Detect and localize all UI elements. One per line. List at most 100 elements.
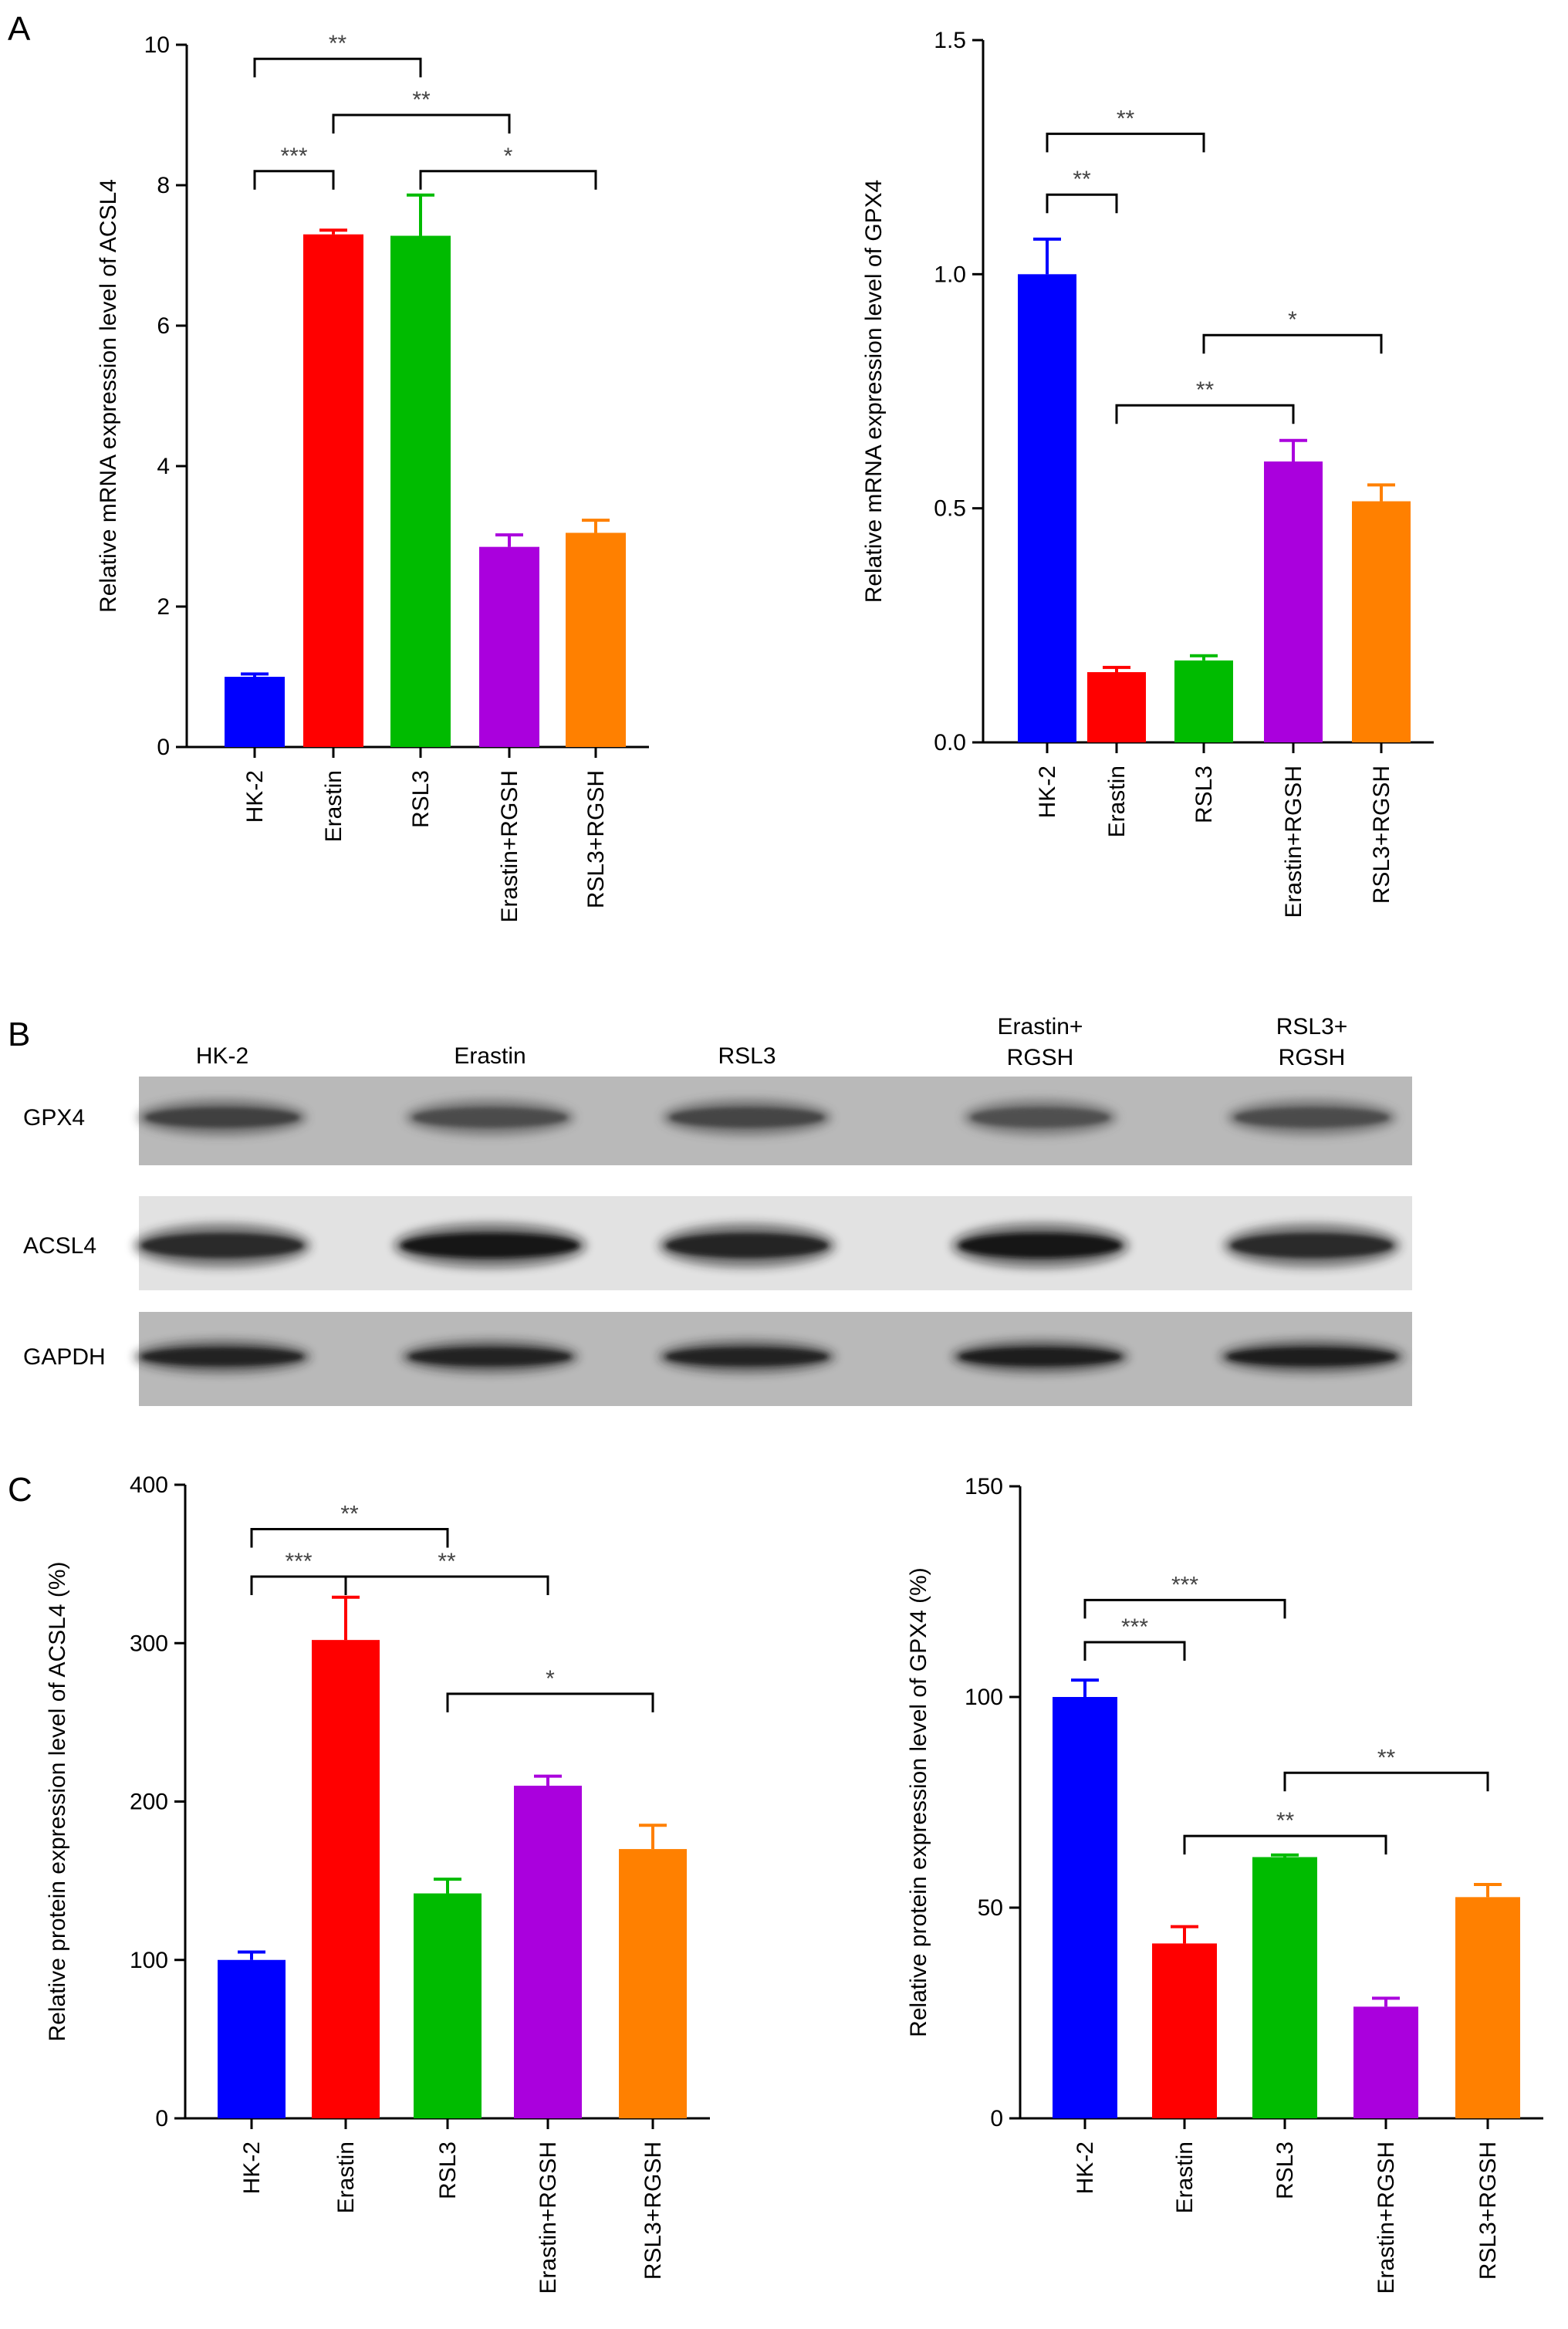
bar-erastin-rgsh <box>479 546 539 747</box>
y-axis-label: Relative mRNA expression level of GPX4 <box>861 180 887 603</box>
significance-label: ** <box>1196 377 1215 403</box>
blot-lane-label: RGSH <box>1007 1045 1074 1070</box>
significance-label: ** <box>329 31 347 56</box>
x-tick-label: RSL3+RGSH <box>583 770 609 908</box>
y-tick-label: 200 <box>130 1790 168 1815</box>
x-tick-label: RSL3+RGSH <box>1475 2141 1501 2280</box>
bar-erastin <box>312 1640 380 2118</box>
blot-band <box>666 1347 828 1366</box>
blot-band <box>971 1107 1110 1127</box>
significance-bracket <box>253 170 335 190</box>
blot-band <box>959 1347 1121 1366</box>
significance-label: *** <box>1121 1614 1148 1640</box>
significance-label: * <box>546 1666 555 1692</box>
blot-lane-label: Erastin+ <box>998 1014 1083 1039</box>
bar-rsl3-rgsh <box>1352 501 1411 742</box>
blot-lane-label: HK-2 <box>196 1043 248 1069</box>
x-tick-label: RSL3+RGSH <box>1369 766 1394 904</box>
significance-label: ** <box>1276 1808 1295 1834</box>
y-axis-label: Relative mRNA expression level of ACSL4 <box>96 179 121 613</box>
y-tick-label: 100 <box>130 1948 168 1973</box>
y-tick-label: 10 <box>144 32 170 58</box>
significance-bracket <box>1183 1834 1387 1855</box>
significance-bracket <box>1283 1771 1489 1792</box>
significance-bracket <box>250 1575 347 1596</box>
bar-erastin-rgsh <box>1353 2006 1418 2118</box>
y-tick-label: 0.5 <box>934 496 966 522</box>
x-tick-label: Erastin+RGSH <box>1281 766 1306 918</box>
x-tick-label: HK-2 <box>1035 766 1060 818</box>
x-tick-label: Erastin+RGSH <box>497 770 522 923</box>
bar-rsl3 <box>414 1893 482 2118</box>
panel-letter-a: A <box>8 10 31 48</box>
y-tick-label: 2 <box>157 594 170 620</box>
significance-bracket <box>1083 1598 1286 1619</box>
y-tick-label: 100 <box>965 1685 1003 1710</box>
significance-label: *** <box>285 1549 312 1574</box>
bar-rsl3-rgsh <box>1455 1897 1520 2118</box>
blot-band <box>401 1233 579 1258</box>
significance-bracket <box>253 57 422 78</box>
blot-band <box>1231 1233 1393 1258</box>
blot-band <box>409 1347 571 1366</box>
y-axis-label: Relative protein expression level of ACS… <box>45 1562 70 2042</box>
blot-band <box>141 1233 303 1258</box>
x-tick-label: HK-2 <box>1073 2141 1098 2194</box>
significance-label: ** <box>438 1549 456 1574</box>
blot-lane-label: RGSH <box>1279 1045 1346 1070</box>
y-tick-label: 300 <box>130 1631 168 1656</box>
bar-rsl3 <box>390 235 451 747</box>
blot-band <box>1227 1347 1397 1366</box>
y-tick-label: 0.0 <box>934 730 966 755</box>
bar-erastin-rgsh <box>514 1785 582 2118</box>
blot-lane-label: RSL3 <box>718 1043 776 1069</box>
significance-label: ** <box>1073 167 1091 192</box>
blot-lane-label: RSL3+ <box>1276 1014 1348 1039</box>
western-blot-panel: HK-2 Erastin RSL3 Erastin+ RGSH RSL3+ RGSH GPX4… <box>23 1014 1412 1406</box>
y-tick-label: 8 <box>157 173 170 198</box>
blot-band <box>145 1107 299 1127</box>
bar-erastin <box>1152 1943 1217 2118</box>
x-tick-label: HK-2 <box>242 770 268 823</box>
x-tick-label: RSL3 <box>1272 2141 1298 2199</box>
x-tick-label: RSL3 <box>1191 766 1217 823</box>
panel-letter-b: B <box>8 1016 30 1053</box>
y-tick-label: 50 <box>978 1895 1003 1921</box>
significance-bracket <box>1202 333 1383 354</box>
chart-acsl4-protein: 0 100 200 300 400 Relative protein expression… <box>45 1472 710 2294</box>
y-tick-label: 1.0 <box>934 262 966 287</box>
significance-bracket <box>1115 404 1295 424</box>
y-axis-label: Relative protein expression level of GPX… <box>906 1567 931 2037</box>
significance-bracket <box>1046 132 1205 153</box>
significance-bracket <box>1083 1641 1186 1661</box>
y-tick-label: 4 <box>157 454 170 479</box>
x-tick-label: Erastin <box>321 770 346 842</box>
blot-lane-label: Erastin <box>454 1043 525 1069</box>
significance-label: ** <box>412 87 431 113</box>
bar-hk-2 <box>1018 274 1076 742</box>
y-tick-label: 1.5 <box>934 28 966 53</box>
blot-band <box>666 1233 828 1258</box>
bar-erastin-rgsh <box>1264 461 1323 742</box>
x-tick-label: HK-2 <box>239 2141 265 2194</box>
blot-band <box>413 1107 567 1127</box>
bar-rsl3-rgsh <box>619 1849 687 2118</box>
chart-gpx4-protein: 0 50 100 150 Relative protein expression lev… <box>906 1474 1543 2294</box>
significance-label: ** <box>1377 1745 1396 1770</box>
significance-bracket <box>332 113 511 134</box>
significance-label: * <box>1288 307 1297 333</box>
bar-erastin <box>1087 672 1146 742</box>
x-tick-label: Erastin <box>333 2141 359 2213</box>
x-tick-label: Erastin <box>1172 2141 1198 2213</box>
y-tick-label: 400 <box>130 1472 168 1498</box>
significance-bracket <box>446 1692 654 1712</box>
y-tick-label: 0 <box>155 2106 168 2131</box>
significance-label: * <box>504 144 513 169</box>
chart-acsl4-mrna: 0 2 4 6 8 10 Relative mRNA expression level of… <box>96 31 649 923</box>
bar-rsl3 <box>1174 660 1233 742</box>
bar-erastin <box>303 234 363 747</box>
panel-letter-c: C <box>8 1471 32 1509</box>
blot-row-label: ACSL4 <box>23 1233 96 1259</box>
blot-row-label: GPX4 <box>23 1105 85 1131</box>
significance-bracket <box>250 1527 449 1548</box>
